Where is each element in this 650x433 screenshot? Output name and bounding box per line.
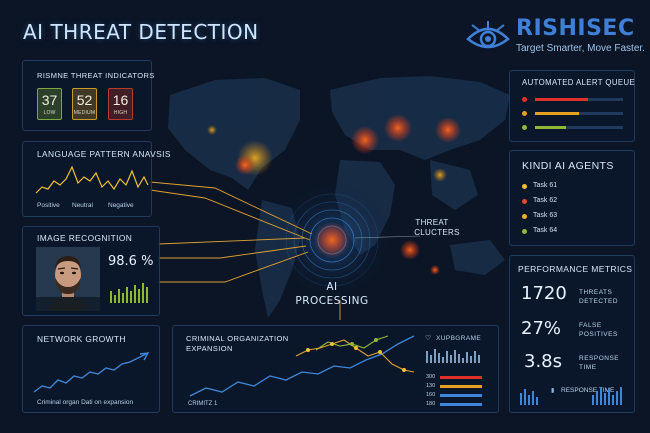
network-growth-caption: Criminal organ Dati on expansion	[37, 399, 134, 406]
sentiment-neutral-label: Neutral	[72, 202, 93, 209]
threat-low-label: LOW	[43, 110, 56, 116]
threat-indicators-title: RISMNE THREAT INDICATORS	[37, 71, 155, 80]
false-positives-label: FALSE POSITIVES	[579, 322, 618, 338]
expansion-legend-title: XUPBGRAME	[436, 335, 482, 342]
legend-heart-icon: ♡	[425, 335, 432, 342]
agents-title: KINDI AI AGENTS	[522, 160, 614, 172]
threat-high-value: 16	[112, 92, 129, 108]
alert-3-bar	[535, 126, 566, 129]
ai-processing-label-line1: AI	[326, 281, 338, 293]
response-time-chart-label: RESPONSE TIME	[561, 387, 615, 394]
performance-metrics-title: PERFORMANCE METRICS	[518, 264, 633, 274]
legend-bar-3	[440, 394, 482, 397]
brand-logo: RISHISEC Target Smarter, Move Faster.	[466, 15, 648, 59]
expansion-footer: CRIMITZ 1	[188, 401, 218, 407]
agent-63-dot	[522, 214, 527, 219]
agent-62-label: Task 62	[533, 197, 558, 204]
threat-medium-label: MEDIUM	[73, 110, 96, 116]
alert-3-track[interactable]	[535, 126, 623, 129]
expansion-chart	[189, 335, 415, 397]
legend-value-4: 180	[426, 401, 436, 407]
alert-1-bar	[535, 98, 588, 101]
agent-64-label: Task 64	[533, 227, 558, 234]
response-time-label: RESPONSE TIME	[579, 355, 620, 371]
eye-logo-icon	[466, 21, 510, 49]
threat-low[interactable]: 37 LOW	[37, 88, 62, 120]
network-growth-chart	[33, 352, 150, 393]
response-chart-icon: ▮	[551, 388, 555, 394]
brand-name: RISHISEC	[516, 16, 635, 41]
page-title: AI THREAT DETECTION	[23, 20, 259, 44]
alert-2-bar	[535, 112, 579, 115]
threat-medium[interactable]: 52 MEDIUM	[72, 88, 97, 120]
alert-queue-panel	[509, 70, 635, 142]
threat-high[interactable]: 16 HIGH	[108, 88, 133, 120]
alert-1-dot	[522, 97, 527, 102]
recognition-bars	[110, 283, 148, 303]
face-portrait	[36, 247, 100, 311]
threat-hotspots	[207, 114, 461, 275]
ai-processing-label-line2: PROCESSING	[295, 295, 369, 307]
performance-metrics-panel	[509, 255, 635, 413]
legend-bar-1	[440, 376, 482, 379]
expansion-title-line1: CRIMINAL ORGANIZATION	[186, 334, 289, 343]
agent-61-dot	[522, 184, 527, 189]
image-recognition-title: IMAGE RECOGNITION	[37, 233, 133, 243]
network-growth-panel	[22, 325, 160, 413]
language-pattern-panel	[22, 141, 152, 217]
threat-high-label: HIGH	[113, 110, 128, 116]
expansion-panel	[172, 325, 499, 413]
language-pattern-title: LANGUAGE PATTERN ANAVSIS	[37, 149, 171, 159]
threat-clusters-label-line1: THREAT	[415, 218, 449, 227]
alert-2-dot	[522, 111, 527, 116]
legend-value-1: 300	[426, 374, 436, 380]
connection-lines	[149, 181, 421, 320]
agent-61-label: Task 61	[533, 182, 558, 189]
response-time-bars	[520, 387, 622, 405]
alert-2-track[interactable]	[535, 112, 623, 115]
alert-3-dot	[522, 125, 527, 130]
threats-detected-label: THREATS DETECTED	[579, 289, 619, 305]
agent-64-dot	[522, 229, 527, 234]
ai-processing-radar	[272, 180, 392, 300]
expansion-legend-bars	[426, 349, 480, 363]
agent-63-label: Task 63	[533, 212, 558, 219]
agent-62-dot	[522, 199, 527, 204]
legend-value-2: 130	[426, 383, 436, 389]
sentiment-positive-label: Positive	[37, 202, 60, 209]
brand-tagline: Target Smarter, Move Faster.	[516, 43, 645, 54]
threat-medium-value: 52	[76, 92, 93, 108]
false-positives-value: 27%	[521, 318, 562, 339]
response-time-value: 3.8s	[524, 351, 563, 372]
threats-detected-value: 1720	[521, 283, 567, 304]
agents-panel	[509, 150, 635, 246]
alert-queue-title: AUTOMATED ALERT QUEUE	[522, 78, 636, 87]
legend-bar-4	[440, 403, 482, 406]
legend-bar-2	[440, 385, 482, 388]
network-growth-title: NETWORK GROWTH	[37, 334, 126, 344]
threat-clusters-label-line2: CLUCTERS	[414, 228, 460, 237]
expansion-title-line2: EXPANSION	[186, 344, 233, 353]
language-pattern-waveform	[35, 165, 149, 194]
legend-value-3: 160	[426, 392, 436, 398]
sentiment-negative-label: Negative	[108, 202, 134, 209]
threat-low-value: 37	[41, 92, 58, 108]
recognition-score: 98.6 %	[108, 254, 154, 269]
